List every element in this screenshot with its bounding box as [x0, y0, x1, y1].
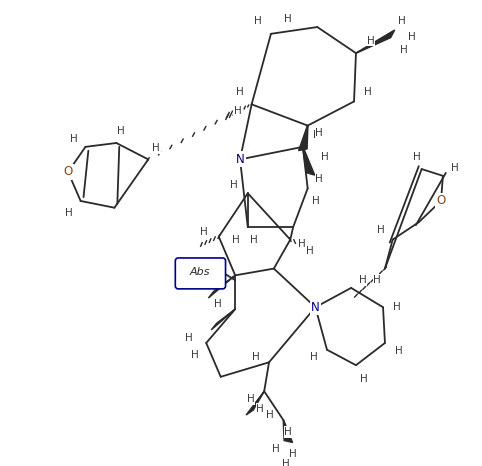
Text: H: H — [256, 404, 264, 414]
Text: H: H — [250, 234, 257, 245]
Text: H: H — [252, 352, 259, 363]
Text: H: H — [360, 374, 368, 384]
Text: H: H — [367, 35, 375, 46]
Text: H: H — [266, 411, 274, 420]
Polygon shape — [303, 147, 315, 175]
Text: N: N — [311, 301, 320, 314]
Text: H: H — [393, 302, 401, 312]
Text: H: H — [191, 350, 199, 360]
Text: H: H — [201, 227, 208, 237]
Text: H: H — [254, 16, 261, 26]
Text: H: H — [364, 87, 372, 97]
Text: H: H — [374, 275, 381, 285]
Text: H: H — [401, 45, 408, 55]
Text: H: H — [451, 163, 458, 173]
Text: H: H — [117, 126, 125, 137]
Text: H: H — [395, 346, 402, 356]
Polygon shape — [211, 309, 235, 330]
Text: H: H — [214, 299, 222, 309]
Text: H: H — [309, 352, 317, 363]
Polygon shape — [356, 30, 395, 54]
Text: H: H — [272, 444, 280, 454]
Text: H: H — [315, 174, 323, 184]
Text: H: H — [284, 14, 292, 24]
Text: H: H — [281, 459, 289, 466]
Text: H: H — [152, 143, 160, 153]
Text: H: H — [289, 449, 297, 459]
Text: H: H — [359, 275, 367, 285]
Text: O: O — [64, 165, 73, 178]
Text: H: H — [306, 246, 313, 256]
FancyBboxPatch shape — [175, 258, 226, 289]
Text: H: H — [234, 106, 242, 116]
Text: H: H — [377, 225, 385, 235]
Text: N: N — [236, 153, 244, 166]
Text: H: H — [315, 128, 323, 138]
Text: H: H — [413, 152, 421, 163]
Text: Abs: Abs — [189, 267, 210, 277]
Polygon shape — [208, 275, 235, 298]
Text: H: H — [70, 134, 78, 144]
Text: H: H — [65, 207, 73, 218]
Text: O: O — [436, 194, 446, 207]
Text: H: H — [185, 333, 193, 343]
Text: H: H — [284, 427, 292, 437]
Text: H: H — [321, 151, 329, 162]
Polygon shape — [246, 391, 265, 415]
Text: H: H — [298, 240, 306, 249]
Text: H: H — [399, 16, 406, 26]
Text: H: H — [236, 87, 244, 97]
Polygon shape — [298, 125, 308, 151]
Polygon shape — [283, 420, 293, 443]
Text: H: H — [408, 32, 416, 42]
Text: H: H — [311, 196, 319, 206]
Text: H: H — [232, 234, 240, 245]
Text: H: H — [313, 130, 321, 140]
Text: H: H — [230, 180, 238, 191]
Text: H: H — [247, 394, 254, 404]
